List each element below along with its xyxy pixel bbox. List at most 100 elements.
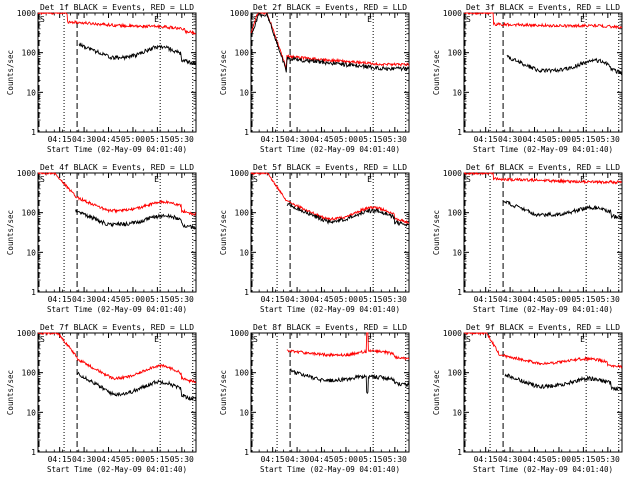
panel-det-1: Det 1f BLACK = Events, RED = LLD 1 10 100 10… <box>6 3 197 154</box>
series-lld-line <box>286 332 410 361</box>
end-marker-label: E <box>367 15 372 24</box>
panel-det-7: Det 7f BLACK = Events, RED = LLD 1 10 100 10… <box>6 323 197 474</box>
x-tick-label: 05:15 <box>571 455 595 464</box>
panel-det-6: Det 6f BLACK = Events, RED = LLD 1 10 100 10… <box>432 163 623 314</box>
x-tick-label: 05:15 <box>145 455 169 464</box>
series-events-line <box>286 202 410 227</box>
panel-title: Det 4f BLACK = Events, RED = LLD <box>40 163 194 172</box>
x-tick-label: 05:30 <box>596 455 620 464</box>
series-events-line <box>506 54 623 76</box>
panel-title: Det 6f BLACK = Events, RED = LLD <box>466 163 620 172</box>
series-events-line <box>502 200 623 221</box>
y-axis-label: Counts/sec <box>219 210 228 255</box>
x-tick-label: 05:15 <box>358 295 382 304</box>
y-tick-label: 10 <box>452 88 462 97</box>
series-events-line <box>250 12 410 73</box>
y-tick-label: 1000 <box>230 9 249 18</box>
series-lld-line <box>463 12 623 30</box>
panel-det-9: Det 9f BLACK = Events, RED = LLD 1 10 100 10… <box>432 323 623 474</box>
x-tick-label: 04:45 <box>96 295 120 304</box>
x-tick-label: 05:30 <box>383 455 407 464</box>
y-tick-label: 100 <box>448 49 463 58</box>
x-tick-label: 05:00 <box>547 455 571 464</box>
end-marker-label: E <box>580 335 585 344</box>
end-marker-label: E <box>367 175 372 184</box>
series-lld-line <box>38 171 197 217</box>
plot-frame <box>37 172 197 293</box>
x-axis-label: Start Time (02-May-09 04:01:40) <box>47 465 187 474</box>
end-marker-label: E <box>367 335 372 344</box>
x-axis-label: Start Time (02-May-09 04:01:40) <box>473 465 613 474</box>
x-tick-label: 05:30 <box>383 295 407 304</box>
start-marker-label: S <box>466 15 471 24</box>
panel-det-5: Det 5f BLACK = Events, RED = LLD 1 10 100 10… <box>219 163 410 314</box>
x-tick-label: 05:00 <box>121 295 145 304</box>
y-tick-label: 1 <box>31 288 36 297</box>
start-marker-label: S <box>253 175 258 184</box>
y-tick-label: 1 <box>31 448 36 457</box>
x-tick-label: 04:30 <box>285 455 309 464</box>
panel-title: Det 9f BLACK = Events, RED = LLD <box>466 323 620 332</box>
x-axis-label: Start Time (02-May-09 04:01:40) <box>473 305 613 314</box>
x-tick-label: 04:45 <box>309 455 333 464</box>
x-tick-label: 05:15 <box>145 135 169 144</box>
y-tick-label: 100 <box>22 369 37 378</box>
y-tick-label: 1000 <box>443 9 462 18</box>
y-axis-label: Counts/sec <box>432 370 441 415</box>
y-tick-label: 1000 <box>17 9 36 18</box>
x-tick-label: 04:45 <box>522 455 546 464</box>
end-marker-label: E <box>154 15 159 24</box>
series-events-line <box>504 373 623 392</box>
plot-frame <box>463 12 623 133</box>
panel-title: Det 8f BLACK = Events, RED = LLD <box>253 323 407 332</box>
end-marker-label: E <box>580 15 585 24</box>
panel-title: Det 1f BLACK = Events, RED = LLD <box>40 3 194 12</box>
x-axis-label: Start Time (02-May-09 04:01:40) <box>47 145 187 154</box>
x-tick-label: 04:15 <box>48 295 72 304</box>
x-tick-label: 04:30 <box>498 135 522 144</box>
y-tick-label: 10 <box>239 248 249 257</box>
x-tick-label: 05:00 <box>334 295 358 304</box>
series-lld-line <box>37 12 196 36</box>
series-events-line <box>289 367 410 395</box>
x-tick-label: 05:15 <box>358 135 382 144</box>
y-tick-label: 10 <box>239 88 249 97</box>
x-tick-label: 04:15 <box>474 455 498 464</box>
panel-det-3: Det 3f BLACK = Events, RED = LLD 1 10 100 10… <box>432 3 623 154</box>
x-tick-label: 04:30 <box>72 455 96 464</box>
y-tick-label: 1000 <box>230 169 249 178</box>
y-tick-label: 10 <box>452 248 462 257</box>
x-tick-label: 04:30 <box>72 295 96 304</box>
x-tick-label: 04:15 <box>48 455 72 464</box>
series-lld-line <box>250 172 410 224</box>
y-tick-label: 10 <box>452 408 462 417</box>
panel-title: Det 3f BLACK = Events, RED = LLD <box>466 3 620 12</box>
y-tick-label: 100 <box>448 369 463 378</box>
y-tick-label: 1 <box>457 448 462 457</box>
series-lld-line <box>463 332 623 369</box>
panel-title: Det 5f BLACK = Events, RED = LLD <box>253 163 407 172</box>
x-axis-label: Start Time (02-May-09 04:01:40) <box>473 145 613 154</box>
y-tick-label: 1 <box>244 128 249 137</box>
x-tick-label: 04:15 <box>261 455 285 464</box>
x-tick-label: 04:30 <box>285 135 309 144</box>
y-tick-label: 1 <box>457 128 462 137</box>
y-axis-label: Counts/sec <box>6 50 15 95</box>
y-axis-label: Counts/sec <box>219 50 228 95</box>
x-tick-label: 04:30 <box>498 295 522 304</box>
x-tick-label: 05:00 <box>547 135 571 144</box>
panel-det-4: Det 4f BLACK = Events, RED = LLD 1 10 100 10… <box>6 163 197 314</box>
x-tick-label: 05:30 <box>170 135 194 144</box>
x-tick-label: 05:00 <box>547 295 571 304</box>
panel-det-2: Det 2f BLACK = Events, RED = LLD 1 10 100 10… <box>219 3 410 154</box>
end-marker-label: E <box>154 335 159 344</box>
x-tick-label: 04:15 <box>474 295 498 304</box>
y-tick-label: 1000 <box>443 169 462 178</box>
series-lld-line <box>250 12 410 70</box>
y-tick-label: 1000 <box>17 169 36 178</box>
plot-frame <box>250 332 410 453</box>
y-axis-label: Counts/sec <box>6 370 15 415</box>
x-axis-label: Start Time (02-May-09 04:01:40) <box>260 305 400 314</box>
x-tick-label: 05:15 <box>571 135 595 144</box>
x-tick-label: 04:45 <box>309 295 333 304</box>
